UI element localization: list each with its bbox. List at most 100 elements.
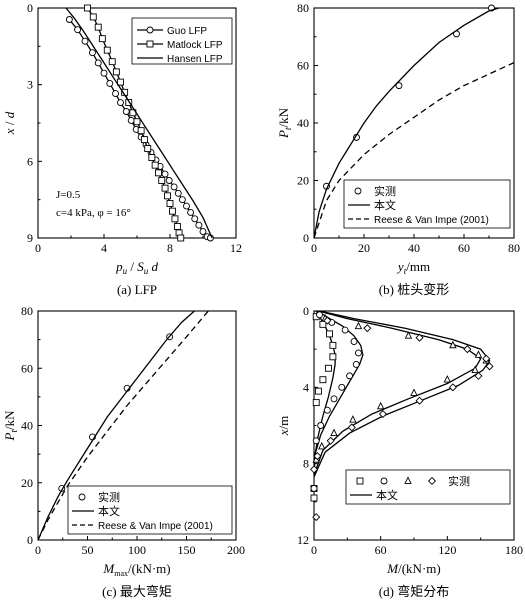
measured-point-circle [312,437,320,445]
y-tick-label: 40 [21,419,33,433]
y-tick-label: 0 [303,304,309,318]
x-axis-label: pu / Su d [115,259,158,276]
y-tick-label: 12 [297,533,309,547]
x-tick-label: 0 [35,241,41,255]
legend-box [345,469,511,505]
data-point [88,49,96,57]
data-point [199,228,207,236]
legend-label: Reese & Van Impe (2001) [98,521,213,532]
data-point [84,4,91,12]
y-tick-label: 9 [27,231,33,245]
data-point [122,108,130,115]
data-point [206,234,214,242]
legend-marker [380,477,388,485]
data-point [195,221,203,229]
measured-point-circle [316,311,324,319]
y-tick-label: 0 [27,1,33,15]
measured-point-circle [341,326,349,334]
data-point [161,170,169,178]
measured-point-triangle [349,415,357,423]
measured-point-triangle [318,441,326,450]
x-tick-label: 100 [128,543,146,557]
x-tick-label: 60 [375,543,387,557]
data-point [183,202,190,210]
measured-point-circle [352,360,360,368]
y-tick-label: 20 [21,476,33,490]
data-point [166,200,174,207]
panel-caption: (b) 桩头变形 [379,282,449,297]
x-tick-label: 50 [82,543,94,557]
y-tick-label: 40 [297,116,309,130]
data-point [169,207,176,215]
measured-point-square [324,364,332,372]
y-tick-label: 0 [303,231,309,245]
series-line-2 [65,7,213,239]
legend-marker [427,476,437,486]
measured-point-diamond [474,371,483,380]
x-tick-label: 60 [458,241,470,255]
measured-point-diamond [363,324,372,333]
y-tick-label: 3 [27,78,33,92]
data-point [103,46,111,54]
plot-frame [313,310,515,541]
y-axis-label: x / d [2,111,17,135]
measured-point-triangle [404,331,413,339]
measured-point-square [310,494,318,502]
data-point [108,58,116,66]
series-line-1 [313,7,500,239]
data-point [125,99,133,107]
measured-point-diamond [313,451,322,461]
legend-label: Matlock LFP [167,40,223,51]
x-axis-label: yt/mm [396,259,430,276]
data-point [117,99,124,107]
measured-point-square [326,330,334,338]
y-axis-label: x/m [276,416,291,437]
measured-point-circle [330,395,338,403]
data-point [161,184,169,192]
measured-point-triangle [354,321,363,330]
annotation-j: J=0.5 [56,189,81,201]
measured-point-triangle [330,428,338,436]
x-tick-label: 150 [178,543,196,557]
legend-marker [146,40,154,48]
measured-point-diamond [309,465,319,474]
measured-point-diamond [463,345,472,354]
y-tick-label: 80 [297,1,309,15]
data-point [158,177,166,184]
measured-point-diamond [482,354,491,363]
y-tick-label: 0 [27,533,33,547]
measured-point-circle [354,349,362,357]
measured-point-diamond [448,383,457,392]
data-point [81,37,89,45]
legend-label: Hansen LFP [167,54,223,65]
x-tick-label: 0 [311,241,317,255]
data-point [137,127,145,135]
data-point [117,78,124,86]
measured-point-diamond [323,316,332,325]
chart-panel-c: 0 50 100 150 200 0 20 40 60 80 (c) 最大弯矩 Mmax/(kN·m)… [2,304,245,599]
measured-point-circle [317,422,325,429]
series-line-2 [313,62,515,239]
measured-point-circle [338,383,346,391]
y-tick-label: 60 [21,361,33,375]
measured-point-square [329,353,337,361]
x-tick-label: 12 [230,241,242,255]
legend-label: 本文 [374,198,396,212]
measured-point-square [314,387,322,395]
measured-point-square [319,376,327,384]
panel-caption: (a) LFP [117,282,157,297]
y-axis-label: Pt/kN [2,410,19,442]
data-point [144,145,152,153]
data-point [106,79,114,87]
legend-label: 实测 [448,474,470,488]
data-point [133,118,141,126]
measured-point-diamond [415,333,424,342]
x-tick-label: 0 [311,543,317,557]
legend-marker [78,493,86,501]
data-point [112,90,120,98]
measured-point-circle [323,406,331,414]
data-point [94,59,102,67]
legend-label: 实测 [374,184,396,198]
measured-point-triangle [410,388,418,396]
